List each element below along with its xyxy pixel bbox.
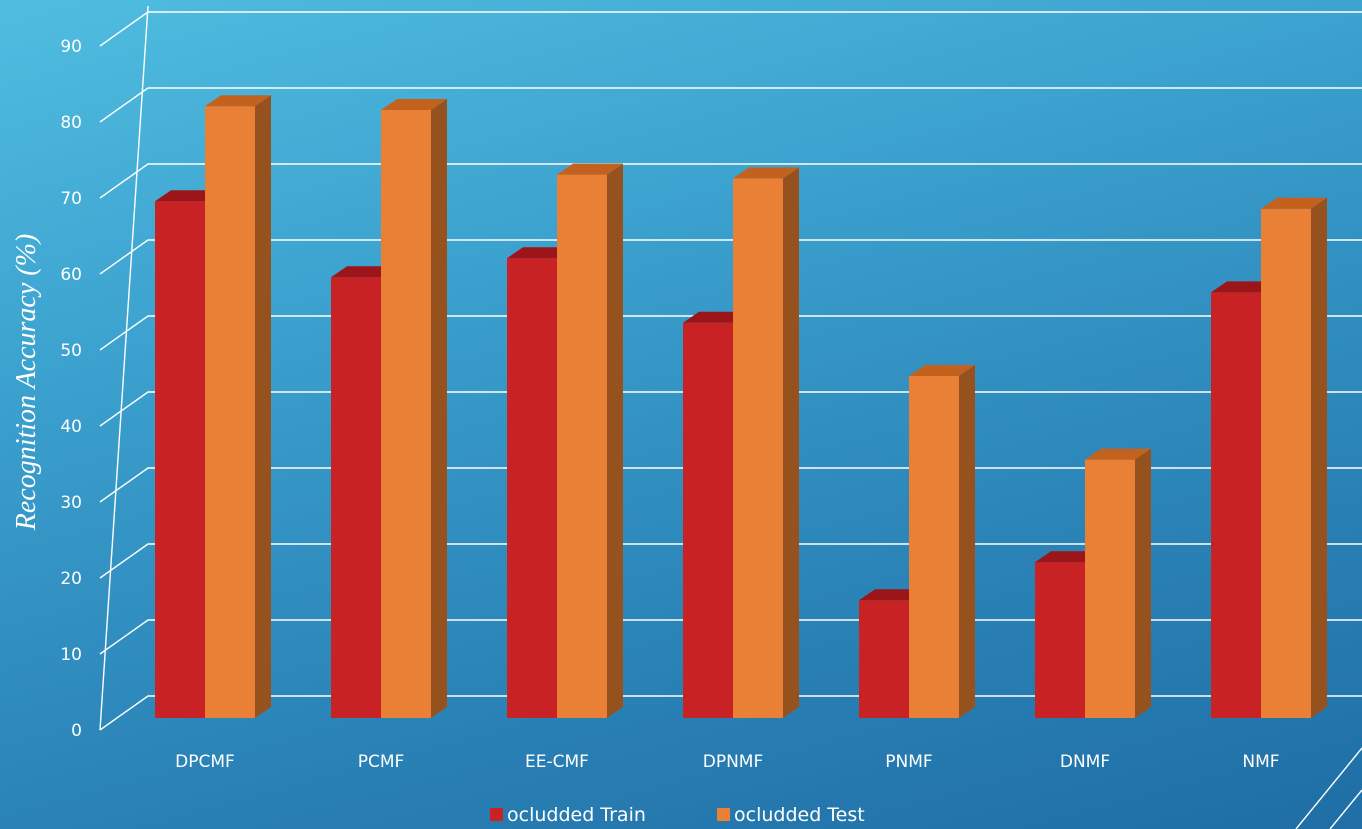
bar-top [205, 95, 271, 107]
gridline [99, 239, 1362, 275]
legend: ocludded Train ocludded Test [490, 804, 865, 826]
gridline [99, 315, 1362, 351]
gridline [99, 11, 1362, 47]
bar-test [1085, 448, 1151, 718]
bar-top [507, 247, 573, 259]
floor-edge-inner [1329, 789, 1362, 829]
bar-test [909, 365, 975, 718]
bar-front [909, 376, 959, 718]
bar-test [733, 167, 799, 718]
bar-test [1261, 197, 1327, 719]
legend-swatch [717, 808, 730, 821]
x-tick-label: EE-CMF [525, 752, 589, 772]
floor-edge [1295, 747, 1362, 829]
chart-walls [99, 5, 1362, 829]
left-wall-edge [99, 5, 149, 731]
y-tick-label: 30 [60, 493, 82, 513]
bar-front [1035, 562, 1085, 718]
bar-top [381, 99, 447, 110]
bar-top [1085, 448, 1151, 460]
x-tick-label: DPCMF [175, 752, 235, 772]
bar-front [683, 322, 733, 718]
bar-side [1311, 197, 1327, 719]
bar-side [255, 95, 271, 718]
y-tick-label: 70 [60, 189, 82, 209]
bar-front [1261, 208, 1311, 719]
bar-front [557, 174, 607, 719]
bar-front [733, 178, 783, 718]
gridline [99, 87, 1362, 123]
y-tick-label: 90 [60, 37, 82, 57]
gridlines [99, 11, 1362, 731]
y-tick-label: 20 [60, 569, 82, 589]
y-tick-label: 50 [60, 341, 82, 361]
y-axis-label: Recognition Accuracy (%) [11, 234, 42, 531]
bar-side [783, 167, 799, 718]
bar-side [431, 99, 447, 718]
bar-top [1261, 197, 1327, 209]
legend-label: ocludded Test [734, 804, 865, 826]
bar-front [331, 277, 381, 718]
gridline [99, 163, 1362, 199]
y-tick-label: 40 [60, 417, 82, 437]
bar-side [607, 163, 623, 719]
bar-test [205, 95, 271, 718]
x-tick-label: PNMF [885, 752, 932, 772]
bar-front [859, 600, 909, 718]
bar-side [959, 365, 975, 718]
legend-swatch [490, 808, 503, 821]
x-tick-label: NMF [1242, 752, 1279, 772]
y-tick-label: 0 [71, 721, 82, 741]
x-tick-label: PCMF [358, 752, 405, 772]
bar-front [507, 258, 557, 718]
x-tick-label: DPNMF [703, 752, 764, 772]
bar-front [1085, 459, 1135, 718]
bar-top [909, 365, 975, 376]
bar-front [1211, 292, 1261, 718]
y-tick-label: 10 [60, 645, 82, 665]
bar-top [331, 266, 397, 278]
x-axis-categories: DPCMF PCMF EE-CMF DPNMF PNMF DNMF NMF [175, 752, 1279, 772]
bar-top [683, 311, 749, 323]
legend-label: ocludded Train [507, 804, 646, 826]
bar-top [1211, 281, 1277, 293]
bar-test [557, 163, 623, 719]
bar-side [1135, 448, 1151, 718]
bars [155, 95, 1327, 719]
bar-front [155, 201, 205, 718]
y-tick-label: 60 [60, 265, 82, 285]
x-tick-label: DNMF [1060, 752, 1110, 772]
bar-top [557, 163, 623, 175]
bar-top [859, 589, 925, 601]
bar-test [381, 99, 447, 718]
y-axis-ticks: 0 10 20 30 40 50 60 70 80 90 [60, 37, 82, 741]
bar-top [155, 190, 221, 202]
bar-front [381, 110, 431, 718]
bar-top [1035, 551, 1101, 563]
bar-front [205, 106, 255, 718]
bar-top [733, 167, 799, 179]
y-tick-label: 80 [60, 113, 82, 133]
